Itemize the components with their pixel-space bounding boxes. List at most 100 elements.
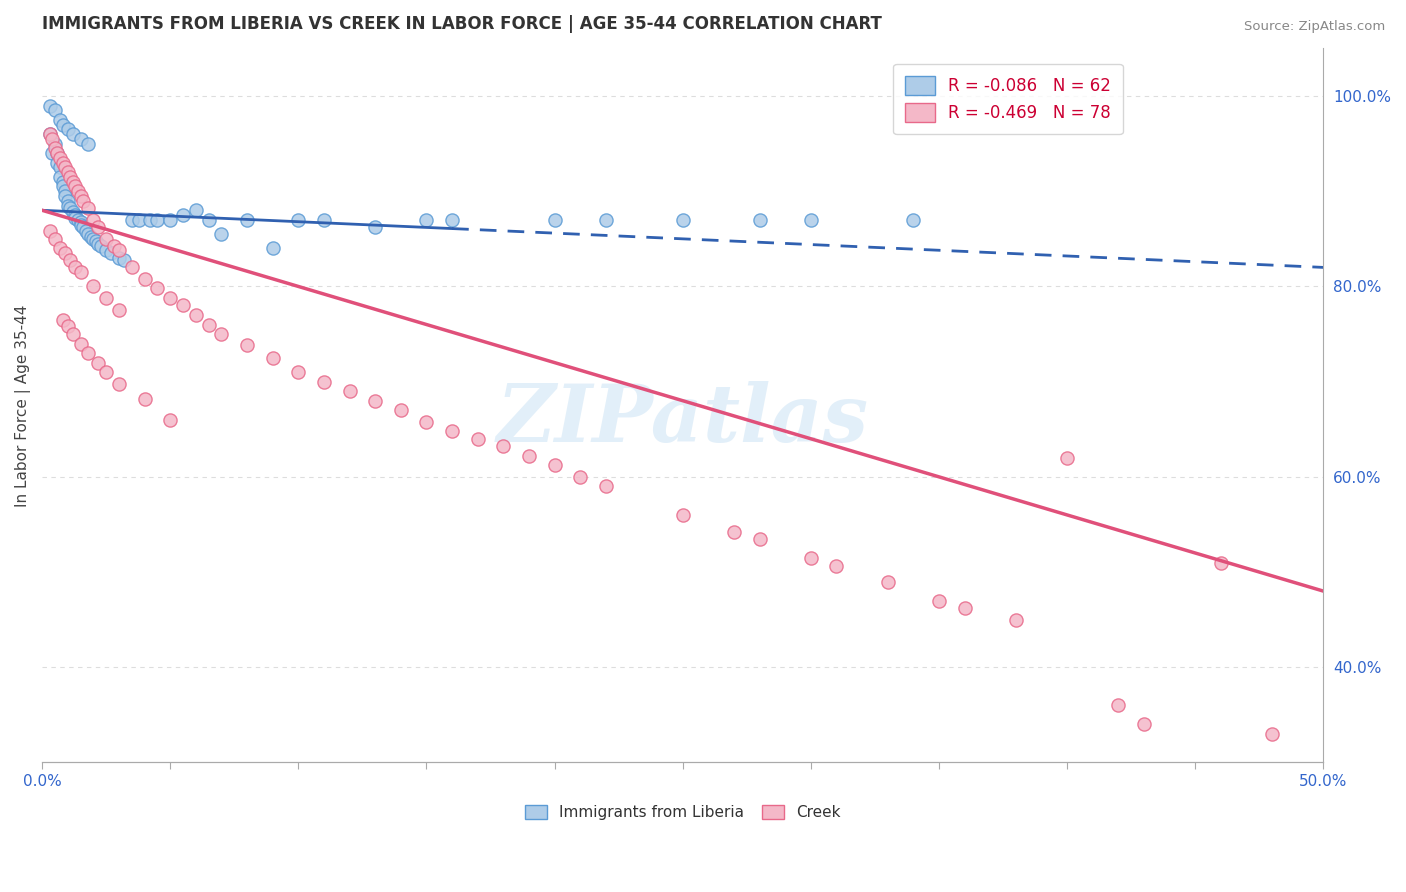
Point [723,524,745,539]
Point [146,281,169,295]
Point [69,189,91,203]
Point [52,175,75,189]
Text: Source: ZipAtlas.com: Source: ZipAtlas.com [1244,20,1385,33]
Point [138,212,160,227]
Point [38,127,60,141]
Point [44,103,66,118]
Point [543,458,565,473]
Point [159,212,181,227]
Point [38,98,60,112]
Point [748,532,770,546]
Point [112,252,135,267]
Point [52,155,75,169]
Point [262,351,284,365]
Point [69,215,91,229]
Point [59,252,82,267]
Point [492,439,515,453]
Point [87,236,110,251]
Point [159,291,181,305]
Point [44,232,66,246]
Point [77,227,100,241]
Point [65,211,87,225]
Point [69,218,91,232]
Point [84,234,107,248]
Point [87,220,110,235]
Point [59,169,82,184]
Point [66,184,89,198]
Point [415,212,437,227]
Point [134,272,156,286]
Point [46,146,69,161]
Point [96,291,118,305]
Point [441,212,464,227]
Point [312,212,335,227]
Point [65,208,87,222]
Point [825,559,848,574]
Point [52,179,75,194]
Point [41,146,63,161]
Point [389,403,412,417]
Point [46,155,69,169]
Point [211,326,233,341]
Point [75,224,97,238]
Point [46,146,69,161]
Point [49,241,72,255]
Point [72,220,94,235]
Point [364,220,387,235]
Point [82,279,104,293]
Point [62,127,84,141]
Point [415,415,437,429]
Point [44,141,66,155]
Text: IMMIGRANTS FROM LIBERIA VS CREEK IN LABOR FORCE | AGE 35-44 CORRELATION CHART: IMMIGRANTS FROM LIBERIA VS CREEK IN LABO… [42,15,882,33]
Point [197,318,219,332]
Point [184,203,207,218]
Point [49,151,72,165]
Point [800,212,823,227]
Point [517,449,540,463]
Point [62,175,84,189]
Point [108,244,131,258]
Point [1056,450,1078,465]
Point [65,179,87,194]
Point [1133,717,1156,731]
Point [100,246,122,260]
Text: ZIPatlas: ZIPatlas [496,381,869,458]
Point [1004,613,1026,627]
Point [108,303,131,318]
Point [69,132,91,146]
Point [800,550,823,565]
Point [62,205,84,219]
Point [77,136,100,151]
Point [77,202,100,216]
Point [672,508,695,522]
Y-axis label: In Labor Force | Age 35-44: In Labor Force | Age 35-44 [15,304,31,507]
Point [44,136,66,151]
Point [72,194,94,208]
Point [876,574,898,589]
Point [928,593,950,607]
Point [236,212,259,227]
Point [1107,698,1129,713]
Point [69,336,91,351]
Point [287,212,309,227]
Point [103,239,125,253]
Point [90,239,112,253]
Point [953,601,976,615]
Point [128,212,150,227]
Point [134,392,156,406]
Point [184,308,207,322]
Point [52,118,75,132]
Point [159,413,181,427]
Point [748,212,770,227]
Point [543,212,565,227]
Point [467,432,489,446]
Point [56,122,79,136]
Point [41,132,63,146]
Point [69,265,91,279]
Legend: Immigrants from Liberia, Creek: Immigrants from Liberia, Creek [519,798,846,826]
Point [339,384,361,399]
Point [595,212,617,227]
Point [595,479,617,493]
Point [287,365,309,379]
Point [38,127,60,141]
